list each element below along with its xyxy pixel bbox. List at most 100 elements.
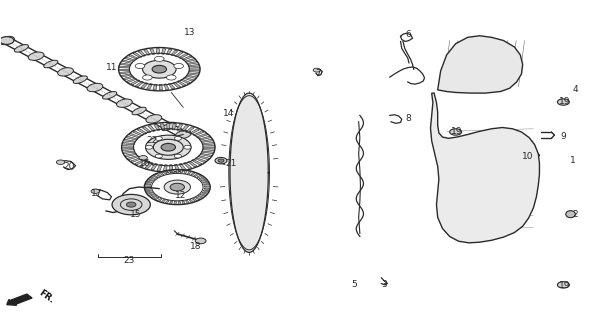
Polygon shape — [122, 142, 134, 145]
Polygon shape — [124, 139, 136, 142]
Polygon shape — [160, 124, 164, 130]
Polygon shape — [122, 146, 134, 147]
Polygon shape — [133, 131, 143, 136]
Polygon shape — [203, 190, 209, 192]
Polygon shape — [170, 165, 173, 171]
Polygon shape — [140, 161, 149, 167]
Polygon shape — [135, 159, 145, 165]
Polygon shape — [189, 68, 200, 69]
Circle shape — [557, 99, 569, 105]
Text: 6: 6 — [405, 30, 410, 39]
Ellipse shape — [87, 83, 103, 92]
Circle shape — [0, 37, 14, 44]
Polygon shape — [153, 84, 157, 90]
Text: 19: 19 — [451, 127, 463, 136]
Text: 7: 7 — [315, 69, 321, 78]
Polygon shape — [178, 201, 181, 204]
Polygon shape — [180, 170, 183, 173]
Polygon shape — [160, 84, 163, 90]
Polygon shape — [145, 183, 151, 185]
Polygon shape — [124, 153, 137, 157]
Ellipse shape — [73, 76, 88, 84]
Ellipse shape — [175, 130, 191, 139]
Polygon shape — [193, 131, 204, 136]
Polygon shape — [157, 164, 162, 171]
Polygon shape — [147, 84, 152, 89]
Polygon shape — [186, 75, 197, 78]
Polygon shape — [203, 183, 210, 185]
Polygon shape — [179, 164, 186, 170]
Polygon shape — [189, 70, 200, 72]
Polygon shape — [129, 133, 140, 138]
Polygon shape — [146, 192, 152, 194]
Text: 21: 21 — [226, 159, 237, 168]
Polygon shape — [145, 190, 151, 192]
Polygon shape — [137, 129, 147, 134]
Polygon shape — [182, 56, 192, 60]
Ellipse shape — [116, 99, 132, 108]
Polygon shape — [149, 177, 155, 180]
Polygon shape — [181, 79, 190, 84]
Polygon shape — [191, 172, 196, 175]
Text: 19: 19 — [559, 281, 571, 290]
Polygon shape — [161, 49, 166, 54]
Polygon shape — [138, 51, 146, 56]
Circle shape — [146, 145, 153, 149]
Polygon shape — [190, 129, 200, 134]
Polygon shape — [167, 170, 171, 173]
Polygon shape — [185, 200, 190, 204]
Text: 13: 13 — [184, 28, 195, 37]
Polygon shape — [164, 84, 169, 90]
Polygon shape — [167, 124, 170, 130]
Circle shape — [146, 135, 191, 159]
Ellipse shape — [103, 92, 117, 99]
Text: 15: 15 — [130, 210, 141, 219]
Polygon shape — [199, 136, 211, 140]
Circle shape — [184, 145, 191, 149]
Polygon shape — [128, 55, 138, 60]
Polygon shape — [184, 170, 187, 173]
Polygon shape — [152, 175, 158, 178]
Polygon shape — [154, 124, 160, 131]
Polygon shape — [127, 156, 139, 160]
Circle shape — [215, 157, 227, 164]
Polygon shape — [159, 172, 164, 175]
Polygon shape — [163, 171, 167, 174]
Polygon shape — [131, 157, 142, 163]
Polygon shape — [136, 81, 143, 87]
Polygon shape — [203, 146, 215, 147]
Polygon shape — [119, 69, 130, 71]
Polygon shape — [198, 196, 204, 198]
Polygon shape — [188, 73, 199, 76]
Polygon shape — [122, 151, 135, 154]
Polygon shape — [169, 83, 175, 89]
Text: 16: 16 — [139, 159, 150, 168]
Polygon shape — [172, 124, 176, 130]
Polygon shape — [131, 80, 140, 85]
Ellipse shape — [0, 36, 14, 45]
Circle shape — [143, 60, 176, 78]
Circle shape — [139, 156, 148, 160]
Polygon shape — [145, 186, 151, 187]
Polygon shape — [125, 57, 135, 61]
Polygon shape — [203, 181, 209, 183]
Polygon shape — [195, 157, 206, 163]
Polygon shape — [437, 36, 523, 93]
Polygon shape — [123, 76, 134, 80]
Ellipse shape — [161, 123, 176, 131]
Polygon shape — [182, 201, 185, 204]
Polygon shape — [141, 83, 148, 88]
Ellipse shape — [14, 44, 28, 52]
Polygon shape — [125, 136, 137, 140]
Text: 18: 18 — [190, 242, 201, 251]
Circle shape — [155, 137, 163, 140]
Polygon shape — [188, 161, 197, 167]
Circle shape — [155, 56, 164, 61]
Polygon shape — [144, 50, 150, 55]
Polygon shape — [200, 194, 206, 196]
Polygon shape — [200, 153, 212, 157]
Circle shape — [161, 143, 175, 151]
Circle shape — [127, 202, 136, 207]
Polygon shape — [133, 52, 142, 58]
Circle shape — [164, 180, 190, 194]
